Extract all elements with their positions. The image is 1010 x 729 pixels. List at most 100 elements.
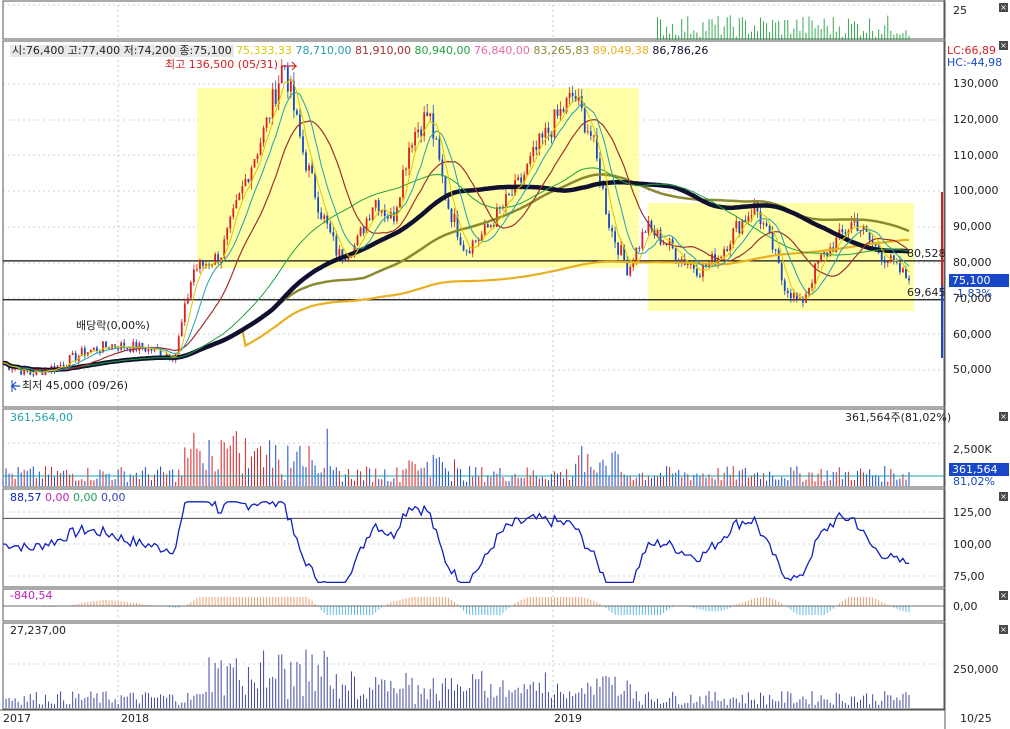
- candle-body: [623, 245, 626, 261]
- candle-body: [686, 263, 689, 265]
- candle-body: [99, 351, 101, 353]
- candle-body: [626, 260, 629, 276]
- candle-body: [632, 263, 635, 267]
- candle-body: [789, 292, 792, 299]
- close-icon[interactable]: ×: [999, 492, 1008, 501]
- candle-body: [517, 177, 520, 181]
- candle-body: [126, 348, 129, 350]
- candle-body: [226, 228, 229, 240]
- candle-body: [59, 364, 62, 366]
- candle-body: [308, 165, 310, 171]
- volume-top-tick: 25: [953, 4, 967, 17]
- candle-body: [453, 213, 456, 223]
- candle-body: [620, 245, 623, 255]
- candle-body: [483, 224, 486, 235]
- price-tick: 60,000: [953, 327, 992, 341]
- candle-body: [468, 250, 471, 254]
- candle-body: [747, 216, 750, 222]
- candle-body: [332, 232, 335, 237]
- candle-body: [608, 213, 610, 228]
- candle-body: [23, 367, 26, 375]
- candle-body: [371, 207, 374, 220]
- candle-body: [250, 167, 253, 183]
- oscillator-legend: 88,57 0,00 0,00 0,00: [10, 492, 126, 504]
- candle-body: [214, 254, 217, 265]
- candle-body: [802, 298, 804, 303]
- candle-body: [629, 266, 632, 276]
- candle-body: [165, 354, 168, 356]
- candle-body: [538, 133, 541, 150]
- candle-body: [329, 223, 332, 233]
- low-annotation: 최저 45,000 (09/26): [22, 379, 129, 392]
- candle-body: [899, 261, 901, 273]
- candle-body: [589, 131, 592, 136]
- candle-body: [414, 132, 416, 146]
- candle-body: [186, 298, 189, 304]
- osc-legend-value: 0,00: [73, 491, 101, 504]
- candle-body: [902, 268, 904, 273]
- candle-body: [559, 109, 562, 116]
- candle-body: [605, 188, 607, 214]
- candle-body: [235, 200, 238, 209]
- candle-body: [277, 83, 280, 105]
- dividend-annotation: 배당락(0,00%): [76, 319, 150, 332]
- close-icon[interactable]: ×: [999, 412, 1008, 421]
- candle-body: [635, 247, 638, 264]
- candle-body: [365, 218, 368, 234]
- candle-body: [532, 147, 535, 157]
- candle-body: [232, 208, 235, 217]
- highlight-box: [648, 203, 914, 311]
- candle-body: [229, 216, 232, 229]
- price-tick: 50,000: [953, 363, 992, 377]
- close-icon[interactable]: ×: [999, 625, 1008, 634]
- candle-body: [614, 231, 616, 243]
- candle-body: [871, 240, 874, 245]
- ma-legend-value: 83,265,83: [533, 44, 593, 57]
- candle-body: [568, 92, 571, 98]
- candle-body: [674, 248, 677, 260]
- candle-body: [323, 215, 326, 219]
- candle-body: [92, 347, 95, 350]
- candle-body: [89, 349, 92, 353]
- candle-body: [314, 173, 317, 198]
- lc-value: LC:66,89: [947, 44, 997, 57]
- candle-body: [71, 352, 74, 355]
- close-icon[interactable]: ×: [999, 41, 1008, 50]
- candle-body: [477, 239, 480, 242]
- candle-body: [259, 142, 262, 155]
- x-label-2019: 2019: [554, 712, 582, 725]
- price-tick: 80,000: [953, 256, 992, 269]
- ma-legend-value: 78,710,00: [295, 44, 355, 57]
- candle-body: [29, 371, 32, 375]
- candle-body: [647, 220, 650, 233]
- candle-body: [520, 177, 523, 183]
- candle-body: [44, 369, 47, 375]
- close-icon[interactable]: ×: [999, 3, 1008, 12]
- candle-body: [699, 275, 701, 277]
- candle-body: [199, 260, 201, 270]
- candle-body: [262, 127, 265, 143]
- osc-tick-100: 100,00: [953, 538, 992, 551]
- candle-body: [35, 368, 38, 376]
- candle-body: [777, 249, 780, 264]
- candle-body: [544, 127, 547, 138]
- candle-body: [641, 231, 644, 249]
- ma-legend-value: 80,940,00: [414, 44, 474, 57]
- candle-body: [11, 369, 13, 371]
- candle-body: [611, 227, 613, 232]
- candle-body: [341, 249, 344, 260]
- candle-body: [420, 129, 423, 136]
- close-icon[interactable]: ×: [999, 591, 1008, 600]
- macd-value: -840,54: [10, 589, 53, 602]
- candle-body: [459, 237, 462, 245]
- price-tick: 90,000: [953, 220, 992, 234]
- volume-axis-tick: 2,500K: [953, 443, 992, 456]
- candle-body: [502, 206, 504, 208]
- candle-body: [726, 249, 729, 251]
- candle-body: [80, 348, 83, 356]
- candle-body: [338, 249, 341, 256]
- ma-legend-value: 89,049,38: [592, 44, 653, 57]
- price-tick: 100,000: [953, 184, 999, 198]
- candle-body: [744, 219, 747, 222]
- candle-body: [241, 186, 244, 194]
